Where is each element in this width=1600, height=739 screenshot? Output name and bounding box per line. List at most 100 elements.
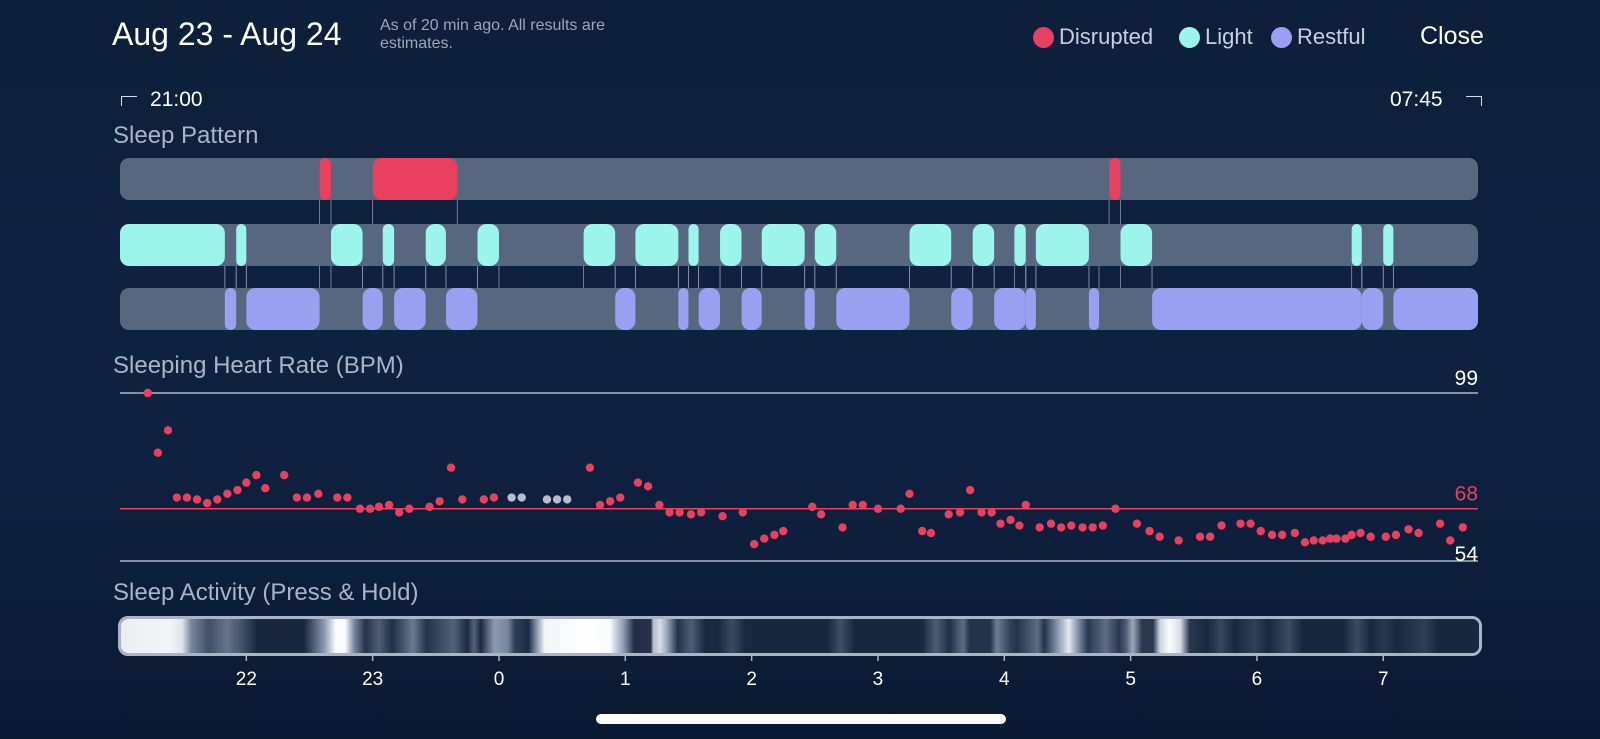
heart-rate-point bbox=[143, 388, 152, 398]
heart-rate-point bbox=[848, 500, 857, 510]
pattern-segment-disrupted bbox=[372, 158, 458, 200]
heart-rate-point bbox=[1056, 523, 1066, 532]
heart-rate-point bbox=[1458, 523, 1468, 532]
pattern-segment-light bbox=[761, 224, 805, 266]
reference-label-68: 68 bbox=[1455, 483, 1478, 506]
heart-rate-point bbox=[213, 495, 222, 504]
heart-rate-point bbox=[1318, 536, 1327, 545]
heart-rate-point bbox=[944, 510, 953, 519]
heart-rate-point bbox=[955, 508, 965, 517]
restful-dot-icon bbox=[1271, 26, 1292, 48]
heart-rate-point bbox=[1236, 519, 1245, 528]
pattern-segment-disrupted bbox=[319, 158, 331, 200]
heart-rate-point bbox=[252, 470, 261, 480]
pattern-segment-restful bbox=[741, 288, 762, 330]
heart-rate-point bbox=[1246, 519, 1255, 528]
time-tick-label: 4 bbox=[999, 669, 1010, 690]
heart-rate-point bbox=[965, 485, 975, 495]
heart-rate-point bbox=[1366, 532, 1375, 541]
heart-rate-title: Sleeping Heart Rate (BPM) bbox=[113, 352, 404, 379]
pattern-segment-light bbox=[120, 224, 225, 266]
heart-rate-point bbox=[616, 493, 625, 502]
pattern-segment-light bbox=[814, 224, 837, 266]
pattern-segment-restful bbox=[1393, 288, 1478, 330]
heart-rate-point bbox=[1277, 530, 1287, 540]
heart-rate-point bbox=[770, 530, 779, 540]
heart-rate-point bbox=[873, 504, 883, 513]
pattern-segment-light bbox=[382, 224, 395, 266]
heart-rate-point bbox=[1046, 519, 1056, 528]
heart-rate-point bbox=[458, 495, 467, 504]
time-tick-label: 5 bbox=[1125, 669, 1136, 690]
heart-rate-point bbox=[202, 498, 212, 508]
pattern-segment-restful bbox=[1025, 288, 1036, 330]
heart-rate-point bbox=[355, 504, 365, 513]
heart-rate-point bbox=[1035, 523, 1044, 532]
pattern-segment-light bbox=[688, 224, 699, 266]
heart-rate-point bbox=[905, 489, 914, 498]
heart-rate-point bbox=[675, 508, 684, 517]
heart-rate-point bbox=[595, 500, 605, 510]
heart-rate-point bbox=[405, 504, 414, 513]
heart-rate-point bbox=[384, 500, 394, 510]
heart-rate-point bbox=[1015, 521, 1024, 530]
heart-rate-point bbox=[223, 489, 232, 498]
heart-rate-chart[interactable]: 99 68 54 bbox=[0, 0, 1600, 580]
heart-rate-point bbox=[1205, 532, 1215, 541]
heart-rate-point bbox=[718, 512, 727, 521]
heart-rate-point bbox=[816, 510, 826, 519]
pattern-segment-restful bbox=[224, 288, 237, 330]
heart-rate-point bbox=[435, 497, 444, 506]
heart-rate-point bbox=[665, 508, 674, 517]
heart-rate-point bbox=[1309, 536, 1318, 545]
heart-rate-point bbox=[926, 528, 936, 538]
pattern-segment-light bbox=[330, 224, 363, 266]
heart-rate-point bbox=[280, 470, 289, 480]
heart-rate-point bbox=[365, 504, 375, 513]
pattern-segment-restful bbox=[698, 288, 721, 330]
sleep-activity-strip[interactable] bbox=[118, 616, 1482, 656]
heart-rate-point bbox=[446, 463, 456, 472]
heart-rate-point bbox=[760, 534, 769, 543]
home-indicator[interactable] bbox=[596, 714, 1006, 724]
heart-rate-point bbox=[394, 508, 404, 517]
heart-rate-point-estimated bbox=[542, 495, 552, 504]
pattern-segment-light bbox=[1014, 224, 1026, 266]
heart-rate-point bbox=[1300, 538, 1310, 547]
heart-rate-point bbox=[1325, 534, 1335, 543]
heart-rate-point bbox=[479, 495, 489, 504]
legend-light: Light bbox=[1179, 24, 1253, 50]
pattern-segment-light bbox=[909, 224, 952, 266]
heart-rate-point bbox=[605, 497, 615, 506]
heart-rate-point bbox=[1414, 528, 1423, 538]
heart-rate-point bbox=[242, 478, 251, 487]
sleep-pattern-chart[interactable] bbox=[0, 0, 1600, 340]
heart-rate-point bbox=[1267, 530, 1277, 540]
heart-rate-point bbox=[1021, 500, 1030, 510]
heart-rate-point bbox=[182, 493, 192, 502]
heart-rate-point bbox=[1347, 530, 1356, 540]
time-tick-label: 0 bbox=[494, 669, 505, 690]
heart-rate-point bbox=[1155, 532, 1164, 541]
heart-rate-point bbox=[261, 484, 270, 493]
heart-rate-point bbox=[1381, 532, 1390, 541]
heart-rate-point bbox=[333, 493, 342, 502]
heart-rate-point bbox=[1391, 530, 1401, 540]
heart-rate-point bbox=[1435, 519, 1445, 528]
heart-rate-point bbox=[425, 502, 434, 512]
heart-rate-point bbox=[1256, 526, 1265, 536]
heart-rate-point bbox=[585, 463, 595, 472]
close-button[interactable]: Close bbox=[1420, 22, 1484, 50]
heart-rate-point bbox=[1341, 534, 1350, 543]
pattern-segment-light bbox=[425, 224, 446, 266]
time-tick-label: 7 bbox=[1378, 669, 1389, 690]
pattern-segment-restful bbox=[836, 288, 910, 330]
heart-rate-point-estimated bbox=[552, 495, 562, 504]
pattern-segment-restful bbox=[445, 288, 478, 330]
heart-rate-point bbox=[1111, 504, 1120, 513]
heart-rate-point bbox=[153, 448, 163, 457]
heart-rate-point bbox=[749, 540, 759, 549]
time-axis: 22 23 0 1 2 3 4 5 6 7 bbox=[236, 655, 1389, 690]
range-end-time: 07:45 bbox=[1390, 88, 1443, 111]
legend-light-label: Light bbox=[1205, 24, 1253, 49]
